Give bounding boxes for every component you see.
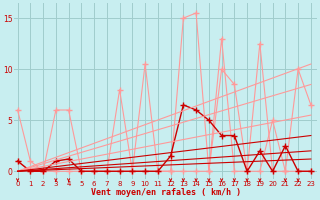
X-axis label: Vent moyen/en rafales ( km/h ): Vent moyen/en rafales ( km/h )	[91, 188, 241, 197]
